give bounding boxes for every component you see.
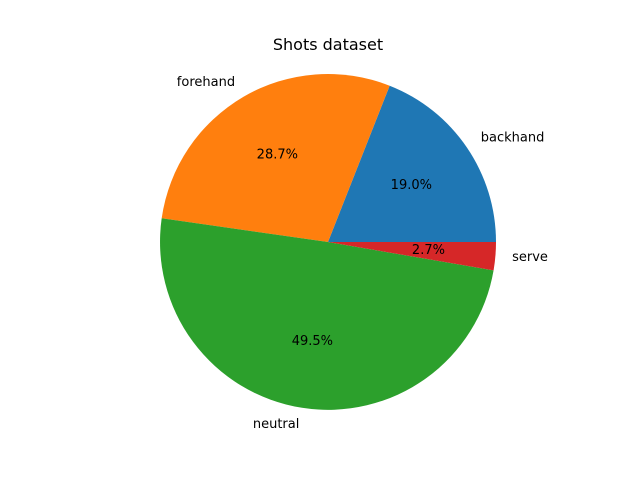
pie-slice-backhand — [328, 85, 497, 242]
pie-slice-neutral — [160, 218, 494, 410]
slice-label-serve: serve — [512, 250, 548, 265]
pie-labels: backhand 19.0% forehand 28.7% neutral 49.5% se… — [177, 75, 548, 432]
slice-label-backhand: backhand — [481, 131, 545, 146]
slice-label-neutral: neutral — [253, 417, 300, 432]
pie-slice-serve — [328, 242, 496, 271]
chart-title: Shots dataset — [273, 35, 383, 54]
pct-label-neutral: 49.5% — [292, 334, 333, 349]
pct-label-backhand: 19.0% — [391, 178, 432, 193]
pct-label-forehand: 28.7% — [257, 147, 298, 162]
pct-label-serve: 2.7% — [412, 243, 445, 258]
pie-slice-forehand — [161, 73, 390, 242]
pie-slices — [160, 73, 497, 410]
slice-label-forehand: forehand — [177, 75, 235, 90]
